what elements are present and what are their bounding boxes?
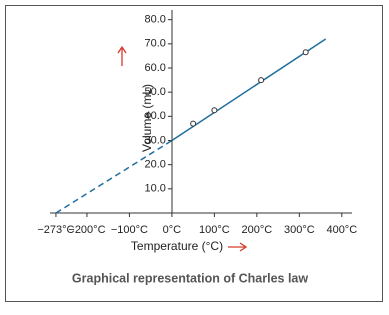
point bbox=[190, 120, 197, 127]
x-tick-label: 300°C bbox=[284, 224, 315, 236]
point bbox=[258, 77, 265, 84]
y-tick-label: 30.0 bbox=[144, 134, 165, 146]
y-tick-label: 10.0 bbox=[144, 183, 165, 195]
line bbox=[55, 139, 173, 214]
y-arrow bbox=[117, 45, 127, 66]
y-tick-label: 60.0 bbox=[144, 62, 165, 74]
y-tick-label: 50.0 bbox=[144, 86, 165, 98]
y-tick-label: 20.0 bbox=[144, 159, 165, 171]
x-tick-label: 200°C bbox=[242, 224, 273, 236]
x-tick-label: −100°C bbox=[111, 224, 148, 236]
y-axis-label: Volume (mL) bbox=[140, 84, 154, 152]
x-tick-label: 0°C bbox=[163, 224, 182, 236]
x-tick-label: −200°C bbox=[68, 224, 105, 236]
y-tick-label: 80.0 bbox=[144, 14, 165, 26]
x-axis-label: Temperature (°C) bbox=[131, 239, 223, 253]
x-arrow bbox=[228, 242, 248, 252]
y-tick-label: 40.0 bbox=[144, 110, 165, 122]
caption: Graphical representation of Charles law bbox=[72, 271, 308, 285]
x-tick-label: −273°C bbox=[37, 224, 74, 236]
point bbox=[302, 49, 309, 56]
y-tick-label: 70.0 bbox=[144, 38, 165, 50]
line bbox=[171, 38, 327, 142]
x-tick-label: 400°C bbox=[326, 224, 357, 236]
x-tick-label: 100°C bbox=[199, 224, 230, 236]
point bbox=[211, 107, 218, 114]
frame bbox=[5, 5, 383, 302]
